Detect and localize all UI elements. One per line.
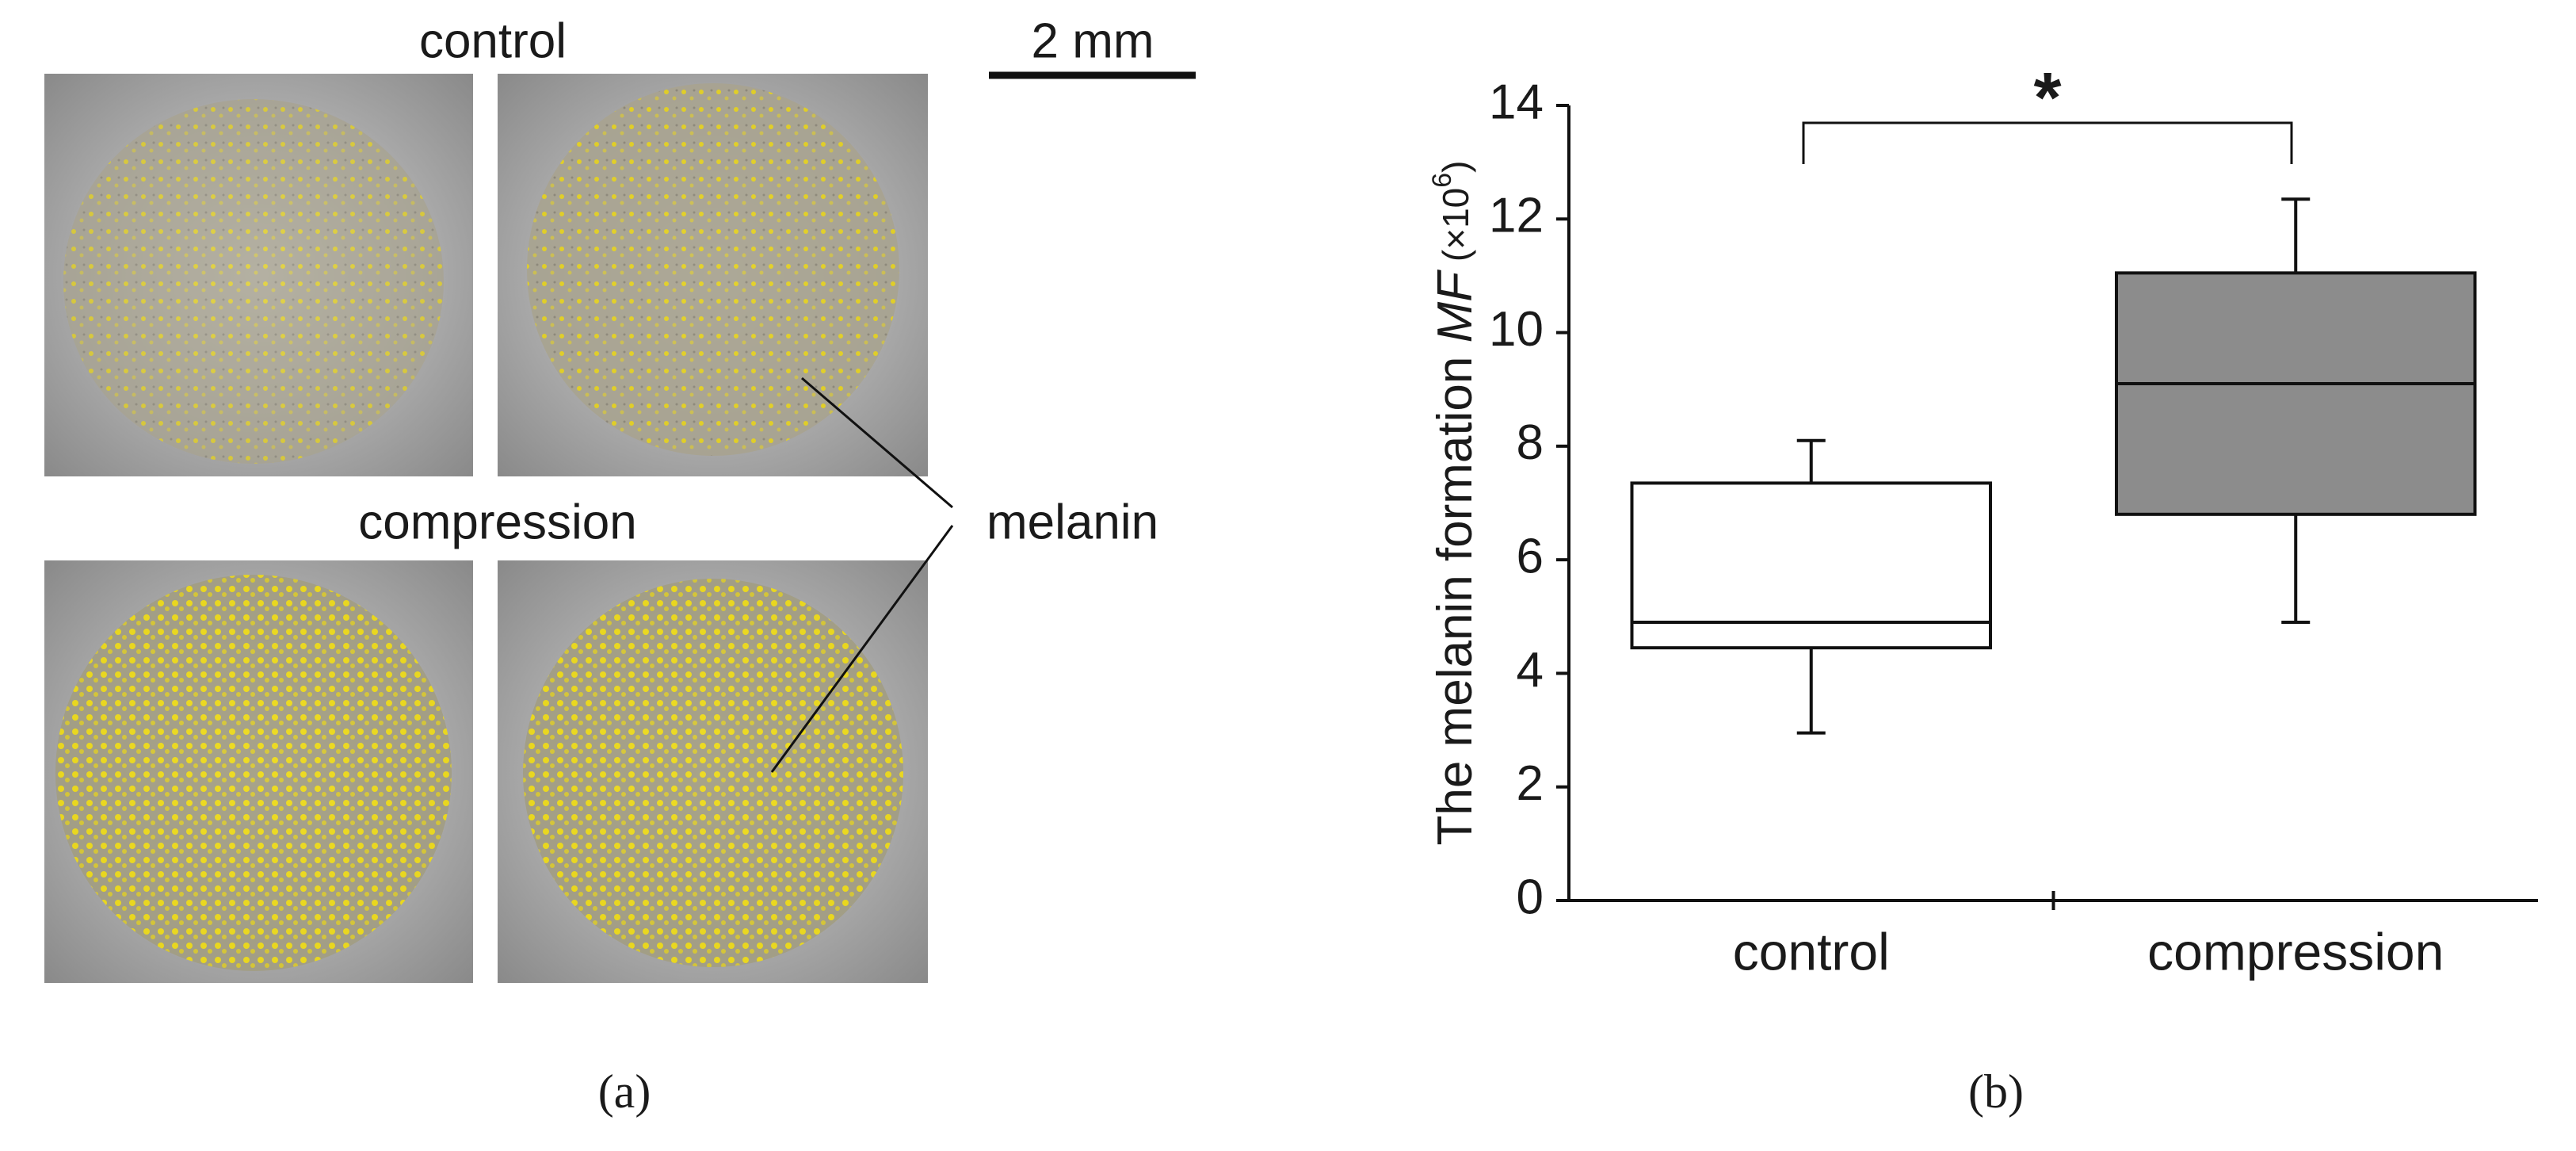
annotation: melanin <box>987 495 1158 549</box>
significance-mark: * <box>2033 59 2061 138</box>
caption: (a) <box>598 1065 651 1118</box>
y-tick-label: 4 <box>1517 643 1544 698</box>
y-axis-label: The melanin formation MF (×106) <box>1427 161 1483 846</box>
y-axis-label-part: MF <box>1428 270 1483 343</box>
y-tick-label: 2 <box>1517 756 1544 811</box>
box <box>2114 271 2477 516</box>
cell-sheet <box>523 579 903 967</box>
y-axis-label-part: The melanin formation <box>1428 342 1483 845</box>
cell-sheet <box>527 83 899 456</box>
caption: (b) <box>1968 1065 2024 1118</box>
x-tick-label: control <box>1733 922 1890 981</box>
cell-sheet <box>63 99 444 464</box>
panel-label: compression <box>358 495 636 549</box>
panel-label: control <box>419 13 567 68</box>
micrographs <box>44 74 928 983</box>
y-axis-label-part: 6 <box>1427 173 1457 188</box>
pointer-line <box>770 525 954 773</box>
y-axis-label-part: (×10 <box>1435 188 1476 272</box>
cell-sheet <box>55 575 452 971</box>
y-tick-label: 10 <box>1489 302 1544 357</box>
y-tick-label: 0 <box>1517 870 1544 924</box>
pointer-line <box>801 377 953 509</box>
y-tick-label: 8 <box>1517 415 1544 470</box>
y-axis-label-part: ) <box>1435 161 1476 173</box>
y-tick-label: 12 <box>1489 189 1544 243</box>
scale-bar-label: 2 mm <box>1032 13 1154 68</box>
y-tick-label: 14 <box>1489 75 1544 129</box>
box <box>1630 481 1993 650</box>
y-tick-label: 6 <box>1517 530 1544 584</box>
x-tick-label: compression <box>2147 922 2444 981</box>
significance-bracket <box>1802 121 2293 164</box>
